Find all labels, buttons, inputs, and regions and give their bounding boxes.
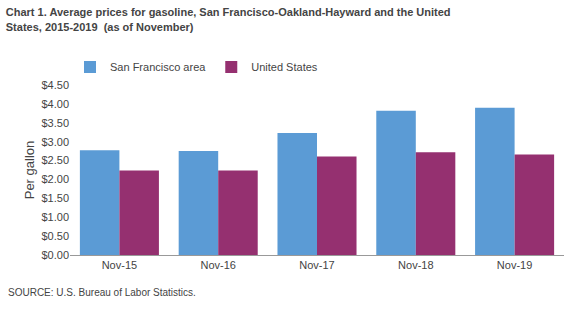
svg-text:Nov-16: Nov-16 [200, 259, 235, 271]
svg-text:Chart 1. Average prices for ga: Chart 1. Average prices for gasoline, Sa… [6, 6, 451, 32]
svg-text:$2.50: $2.50 [41, 154, 69, 166]
svg-text:$1.50: $1.50 [41, 192, 69, 204]
svg-text:Nov-15: Nov-15 [102, 259, 137, 271]
svg-text:$1.00: $1.00 [41, 211, 69, 223]
svg-text:$3.50: $3.50 [41, 117, 69, 129]
svg-text:SOURCE: U.S. Bureau of Labor S: SOURCE: U.S. Bureau of Labor Statistics. [8, 287, 196, 298]
svg-text:$0.00: $0.00 [41, 249, 69, 261]
svg-text:Per gallon: Per gallon [22, 141, 37, 200]
svg-text:Nov-17: Nov-17 [299, 259, 334, 271]
svg-text:$4.50: $4.50 [41, 79, 69, 91]
svg-text:Nov-18: Nov-18 [398, 259, 433, 271]
svg-text:$0.50: $0.50 [41, 230, 69, 242]
svg-text:Nov-19: Nov-19 [497, 259, 532, 271]
svg-text:San Francisco area: San Francisco area [110, 61, 206, 73]
svg-text:$2.00: $2.00 [41, 173, 69, 185]
svg-text:$3.00: $3.00 [41, 136, 69, 148]
svg-text:United States: United States [251, 61, 318, 73]
svg-text:$4.00: $4.00 [41, 98, 69, 110]
